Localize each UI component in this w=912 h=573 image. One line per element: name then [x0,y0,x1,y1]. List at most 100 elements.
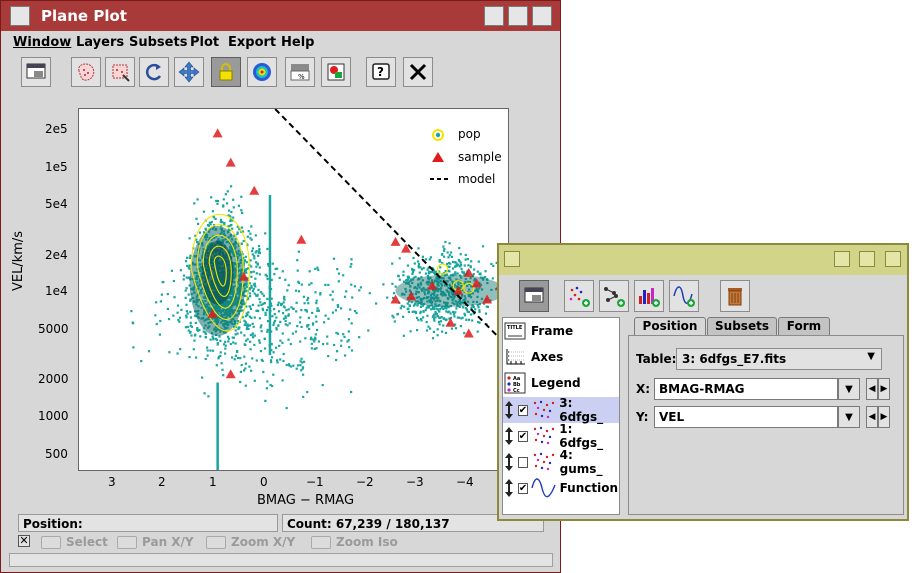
pop-point [375,302,378,305]
maximize-button[interactable] [508,6,528,26]
legend-toggle-button[interactable]: % [285,57,315,87]
x-prev-button[interactable]: ◀ [866,378,878,400]
menu-subsets[interactable]: Subsets [129,35,188,50]
window-close-button[interactable] [532,6,552,26]
plot-area[interactable]: pop sample model [78,108,509,471]
layer-visibility-checkbox[interactable]: ✔ [517,482,529,494]
mode-toggle-checkbox[interactable]: ✕ [18,534,30,547]
frame-button[interactable] [21,57,51,87]
pop-point [436,328,439,331]
layers-minimize-button[interactable] [834,251,850,267]
lock-aspect-button[interactable] [211,57,241,87]
menu-export[interactable]: Export [228,35,277,50]
close-window-button[interactable] [403,57,433,87]
minimize-button[interactable] [484,6,504,26]
pop-point [186,325,189,328]
add-pairs-button[interactable] [599,280,629,312]
mode-pan[interactable]: Pan X/Y [117,535,194,549]
x-expression-input[interactable]: BMAG-RMAG [654,378,838,400]
drag-handle-icon[interactable] [504,478,514,498]
menu-window[interactable]: Window [13,35,71,50]
menu-layers[interactable]: Layers [76,35,125,50]
plane-plot-window: Plane Plot Window Layers Subsets Plot Ex… [0,0,561,573]
table-selector[interactable]: 3: 6dfgs_E7.fits ▼ [676,348,882,370]
pop-point [229,219,232,223]
y-prev-button[interactable]: ◀ [866,406,878,428]
y-tick: 2e4 [45,248,68,262]
pop-point [229,215,232,218]
pop-point [427,281,430,284]
y-dropdown-button[interactable]: ▼ [838,406,860,428]
pop-point [196,327,199,330]
pop-point [265,275,268,278]
pop-point [435,296,438,299]
layers-close-button[interactable] [885,251,901,267]
layer-visibility-checkbox[interactable] [517,456,529,468]
pop-point [257,288,260,291]
pop-point [172,314,175,317]
pop-point [273,313,276,316]
density-button[interactable] [247,57,277,87]
tab-position[interactable]: Position [634,317,706,335]
pop-point [251,290,255,293]
mouse-icon [41,535,61,549]
drag-handle-icon[interactable] [504,400,514,420]
layer-frame-button[interactable] [519,280,549,312]
layer-visibility-checkbox[interactable]: ✔ [517,430,529,442]
layers-maximize-button[interactable] [859,251,875,267]
pop-point [445,318,448,321]
rescale-icon [145,63,162,81]
drag-handle-icon[interactable] [504,452,514,472]
pop-point [458,298,461,301]
pop-point [235,237,238,240]
export-image-button[interactable] [321,57,351,87]
x-next-button[interactable]: ▶ [878,378,890,400]
tab-form[interactable]: Form [778,317,830,335]
window-menu-button[interactable] [10,6,30,26]
mode-zoom-iso[interactable]: Zoom Iso [311,535,398,549]
rect-subset-button[interactable] [105,57,135,87]
pop-point [244,362,247,365]
pop-point [277,324,280,327]
pop-point [232,216,235,219]
layer-row[interactable]: ✔ Function [504,476,618,500]
layer-row[interactable]: ✔ 1: 6dfgs_ [504,422,618,450]
pop-point [222,374,225,377]
layers-window-menu-button[interactable] [504,251,520,267]
plot-canvas[interactable] [79,109,508,470]
pop-point [419,297,422,300]
navigate-button[interactable] [174,57,204,87]
help-button[interactable]: ? [366,57,396,87]
layer-item-axes[interactable]: Axes [504,345,624,369]
add-scatter-button[interactable] [564,280,594,312]
pop-point [282,352,285,356]
pop-point [463,264,466,267]
add-histogram-button[interactable] [634,280,664,312]
menu-plot[interactable]: Plot [190,35,220,50]
layer-row[interactable]: ✔ 3: 6dfgs_ [504,396,618,424]
x-dropdown-button[interactable]: ▼ [838,378,860,400]
delete-layer-button[interactable] [720,280,750,312]
y-expression-input[interactable]: VEL [654,406,838,428]
y-next-button[interactable]: ▶ [878,406,890,428]
mode-zoom-xy[interactable]: Zoom X/Y [206,535,295,549]
blob-subset-button[interactable] [71,57,101,87]
layer-item-axes-label: Axes [531,350,564,364]
pop-point [254,277,257,280]
pop-point [273,308,276,311]
drag-handle-icon[interactable] [504,426,514,446]
layer-item-legend[interactable]: Aa Bb Cc Legend [504,371,624,395]
layers-title-bar[interactable] [499,245,907,275]
pop-point [453,295,456,298]
layer-row[interactable]: 4: gums_ [504,448,618,476]
pop-point [215,364,218,367]
layer-visibility-checkbox[interactable]: ✔ [517,404,529,416]
pop-point [284,319,287,322]
tab-subsets[interactable]: Subsets [707,317,777,335]
rescale-button[interactable] [139,57,169,87]
mode-select[interactable]: Select [41,535,108,549]
menu-help[interactable]: Help [281,35,315,50]
title-bar[interactable]: Plane Plot [1,1,560,31]
add-function-button[interactable] [669,280,699,312]
layer-item-frame[interactable]: TITLE Frame [504,319,624,343]
